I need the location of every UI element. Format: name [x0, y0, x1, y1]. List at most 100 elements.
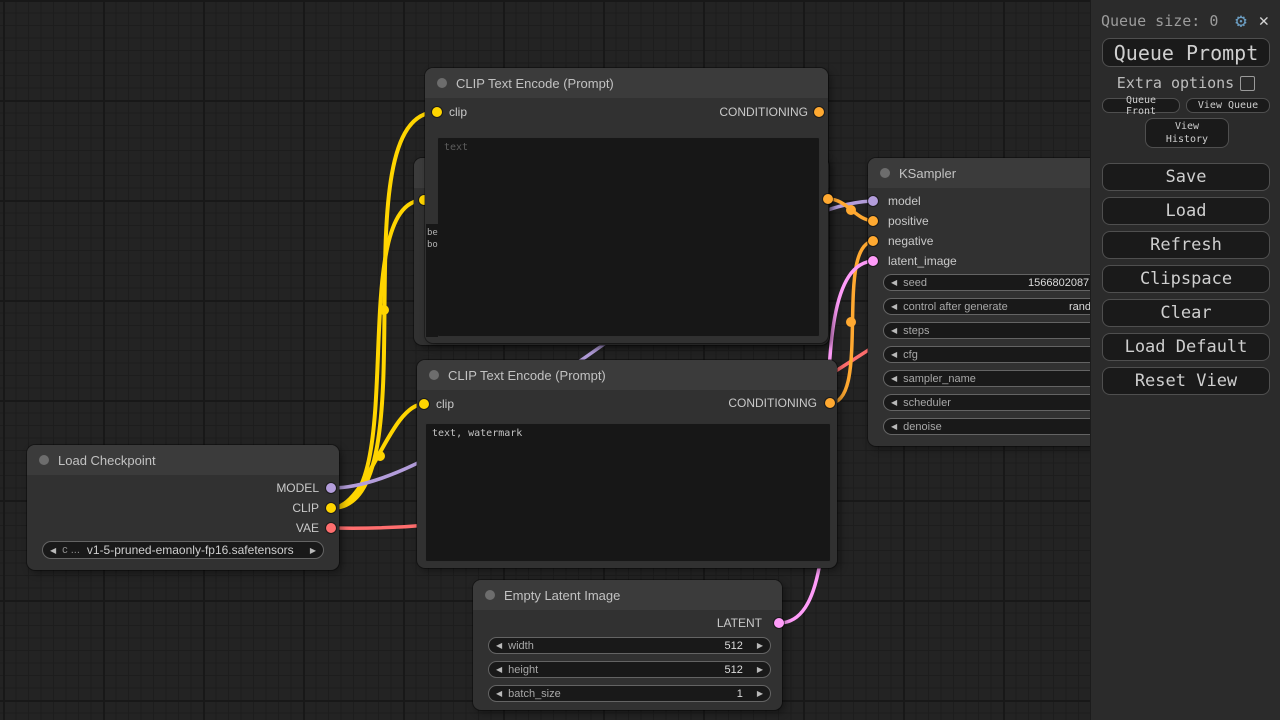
- node-title-bar[interactable]: CLIP Text Encode (Prompt): [425, 68, 828, 98]
- input-slot-model[interactable]: [868, 196, 878, 206]
- node-title-bar[interactable]: Empty Latent Image: [473, 580, 782, 610]
- input-label: latent_image: [888, 254, 957, 268]
- collapse-dot[interactable]: [429, 370, 439, 380]
- widget-seed[interactable]: ◀ seed 1566802087: [883, 274, 1105, 291]
- gear-icon[interactable]: ⚙: [1235, 10, 1247, 32]
- widget-scheduler[interactable]: ◀ scheduler: [883, 394, 1105, 411]
- queue-size-label: Queue size: 0: [1101, 12, 1219, 30]
- refresh-button[interactable]: Refresh: [1102, 231, 1270, 259]
- extra-options-checkbox[interactable]: [1240, 75, 1256, 91]
- widget-label: denoise: [903, 420, 942, 433]
- node-clip-text-encode-top[interactable]: CLIP Text Encode (Prompt) clip CONDITION…: [425, 68, 828, 343]
- output-label: LATENT: [716, 616, 762, 630]
- collapse-dot[interactable]: [437, 78, 447, 88]
- view-queue-button[interactable]: View Queue: [1186, 98, 1270, 113]
- input-label: model: [888, 194, 921, 208]
- decrement-arrow-icon[interactable]: ◀: [891, 374, 898, 383]
- node-load-checkpoint[interactable]: Load Checkpoint MODEL CLIP VAE ◀ c ... v…: [27, 445, 339, 570]
- node-title: KSampler: [899, 165, 957, 181]
- prev-arrow-icon[interactable]: ◀: [50, 545, 57, 555]
- clear-button[interactable]: Clear: [1102, 299, 1270, 327]
- clipped-text-line: bo: [427, 240, 438, 250]
- widget-label: width: [508, 639, 534, 652]
- clipspace-button[interactable]: Clipspace: [1102, 265, 1270, 293]
- input-label: clip: [436, 397, 455, 411]
- view-history-button[interactable]: View History: [1145, 118, 1229, 148]
- link-midpoint-dot: [846, 317, 856, 327]
- output-label: CONDITIONING: [719, 105, 808, 119]
- increment-arrow-icon[interactable]: ▶: [756, 641, 763, 650]
- collapse-dot[interactable]: [880, 168, 890, 178]
- next-arrow-icon[interactable]: ▶: [309, 545, 316, 555]
- decrement-arrow-icon[interactable]: ◀: [891, 350, 898, 359]
- input-slot-latent-image[interactable]: [868, 256, 878, 266]
- prompt-textarea[interactable]: text: [437, 137, 820, 337]
- decrement-arrow-icon[interactable]: ◀: [891, 326, 898, 335]
- widget-label: c ...: [62, 544, 80, 556]
- queue-front-button[interactable]: Queue Front: [1102, 95, 1180, 117]
- widget-batch-size[interactable]: ◀ batch_size 1 ▶: [488, 685, 771, 702]
- view-history-line: View: [1174, 121, 1200, 132]
- node-title-bar[interactable]: Load Checkpoint: [27, 445, 339, 475]
- load-button[interactable]: Load: [1102, 197, 1270, 225]
- output-slot-vae[interactable]: [326, 523, 336, 533]
- output-slot-clip[interactable]: [326, 503, 336, 513]
- reset-view-button[interactable]: Reset View: [1102, 367, 1270, 395]
- increment-arrow-icon[interactable]: ▶: [756, 665, 763, 674]
- decrement-arrow-icon[interactable]: ◀: [496, 665, 503, 674]
- widget-value: 1: [736, 687, 743, 700]
- node-title: CLIP Text Encode (Prompt): [456, 75, 614, 91]
- node-title-bar[interactable]: CLIP Text Encode (Prompt): [417, 360, 837, 390]
- collapse-dot[interactable]: [485, 590, 495, 600]
- input-slot-positive[interactable]: [868, 216, 878, 226]
- link-midpoint-dot: [379, 305, 389, 315]
- output-slot-latent[interactable]: [774, 618, 784, 628]
- widget-sampler-name[interactable]: ◀ sampler_name: [883, 370, 1105, 387]
- hidden-textarea-sliver[interactable]: be bo: [426, 224, 438, 337]
- decrement-arrow-icon[interactable]: ◀: [891, 302, 898, 311]
- widget-cfg[interactable]: ◀ cfg: [883, 346, 1105, 363]
- widget-ckpt-name[interactable]: ◀ c ... v1-5-pruned-emaonly-fp16.safeten…: [42, 541, 324, 559]
- comfy-menu-panel: Queue size: 0 ⚙ ✕ Queue Prompt Extra opt…: [1090, 0, 1280, 720]
- save-button[interactable]: Save: [1102, 163, 1270, 191]
- widget-denoise[interactable]: ◀ denoise: [883, 418, 1105, 435]
- widget-width[interactable]: ◀ width 512 ▶: [488, 637, 771, 654]
- widget-control-after-generate[interactable]: ◀ control after generate randomize: [883, 298, 1105, 315]
- output-label: CONDITIONING: [728, 396, 817, 410]
- widget-label: steps: [903, 324, 930, 337]
- decrement-arrow-icon[interactable]: ◀: [891, 278, 898, 287]
- widget-label: sampler_name: [903, 372, 976, 385]
- node-empty-latent-image[interactable]: Empty Latent Image LATENT ◀ width 512 ▶ …: [473, 580, 784, 710]
- input-slot-clip[interactable]: [419, 399, 429, 409]
- input-slot-clip[interactable]: [419, 195, 429, 205]
- input-slot-negative[interactable]: [868, 236, 878, 246]
- input-slot-clip[interactable]: [432, 107, 442, 117]
- prompt-textarea[interactable]: text, watermark: [425, 423, 831, 562]
- decrement-arrow-icon[interactable]: ◀: [891, 398, 898, 407]
- decrement-arrow-icon[interactable]: ◀: [496, 641, 503, 650]
- node-title: CLIP Text Encode (Prompt): [448, 367, 606, 383]
- widget-label: control after generate: [903, 300, 1008, 313]
- node-title: Load Checkpoint: [58, 452, 156, 468]
- output-slot-conditioning[interactable]: [823, 194, 833, 204]
- queue-prompt-button[interactable]: Queue Prompt: [1102, 38, 1270, 67]
- view-history-line: History: [1165, 134, 1209, 145]
- extra-options-label: Extra options: [1116, 74, 1235, 92]
- widget-steps[interactable]: ◀ steps: [883, 322, 1105, 339]
- output-slot-model[interactable]: [326, 483, 336, 493]
- close-icon[interactable]: ✕: [1258, 11, 1269, 31]
- output-slot-conditioning[interactable]: [814, 107, 824, 117]
- widget-label: height: [508, 663, 539, 676]
- widget-label: batch_size: [508, 687, 561, 700]
- output-slot-conditioning[interactable]: [825, 398, 835, 408]
- decrement-arrow-icon[interactable]: ◀: [496, 689, 503, 698]
- widget-label: cfg: [903, 348, 918, 361]
- load-default-button[interactable]: Load Default: [1102, 333, 1270, 361]
- output-label: CLIP: [292, 501, 319, 515]
- widget-height[interactable]: ◀ height 512 ▶: [488, 661, 771, 678]
- decrement-arrow-icon[interactable]: ◀: [891, 422, 898, 431]
- increment-arrow-icon[interactable]: ▶: [756, 689, 763, 698]
- collapse-dot[interactable]: [39, 455, 49, 465]
- node-clip-text-encode-negative[interactable]: CLIP Text Encode (Prompt) clip CONDITION…: [417, 360, 837, 568]
